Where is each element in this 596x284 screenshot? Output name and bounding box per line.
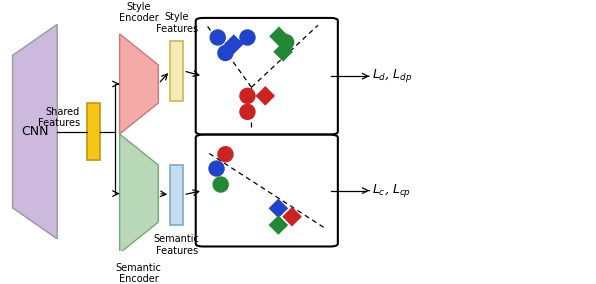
- Point: [243, 110, 252, 114]
- Point: [287, 214, 297, 219]
- Point: [229, 42, 238, 46]
- Point: [216, 182, 225, 187]
- Text: CNN: CNN: [21, 125, 48, 138]
- Text: Style
Features: Style Features: [156, 12, 198, 34]
- Point: [274, 206, 283, 211]
- Polygon shape: [13, 24, 57, 239]
- Polygon shape: [120, 134, 159, 253]
- Point: [281, 40, 291, 45]
- Point: [221, 51, 230, 55]
- Polygon shape: [120, 34, 159, 134]
- Bar: [170, 41, 183, 101]
- Point: [221, 152, 230, 156]
- Text: $L_d$, $L_{dp}$: $L_d$, $L_{dp}$: [372, 67, 413, 84]
- Text: Style
Encoder: Style Encoder: [119, 2, 159, 23]
- Text: Shared
Features: Shared Features: [38, 106, 80, 128]
- Point: [260, 94, 270, 98]
- Point: [278, 49, 288, 54]
- Text: Semantic
Encoder: Semantic Encoder: [116, 263, 162, 284]
- Text: $L_c$, $L_{cp}$: $L_c$, $L_{cp}$: [372, 181, 411, 199]
- Point: [243, 35, 252, 40]
- Point: [274, 223, 283, 227]
- Text: Semantic
Features: Semantic Features: [154, 234, 200, 256]
- Point: [274, 34, 284, 39]
- Bar: [170, 165, 183, 225]
- Point: [243, 94, 252, 98]
- FancyBboxPatch shape: [195, 18, 338, 134]
- Point: [212, 166, 221, 171]
- FancyBboxPatch shape: [195, 135, 338, 247]
- Point: [213, 35, 222, 40]
- Bar: [87, 103, 100, 160]
